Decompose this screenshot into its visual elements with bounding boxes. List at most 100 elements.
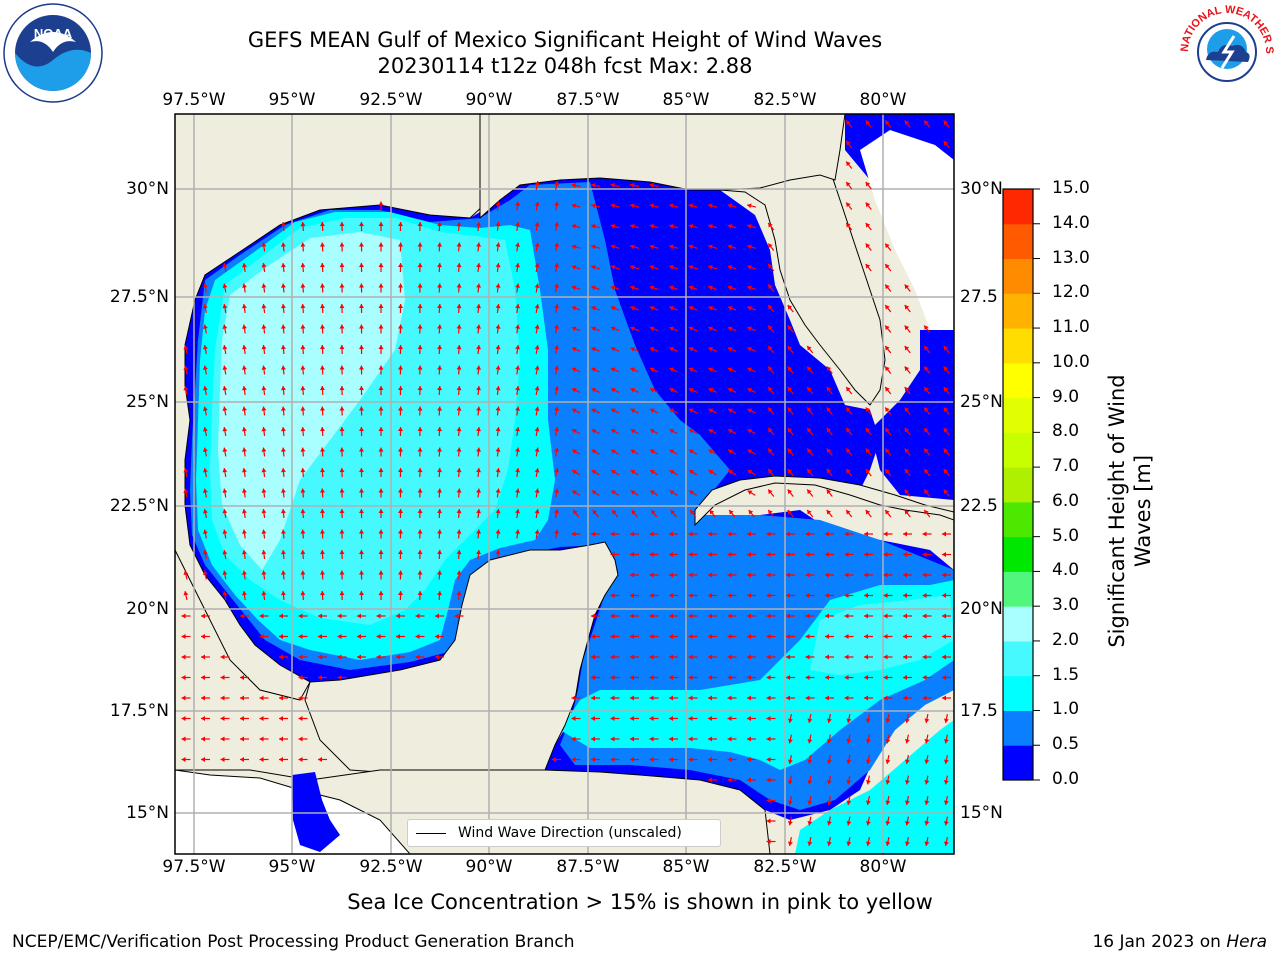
wind-wave-arrow <box>610 634 620 639</box>
wind-wave-arrow <box>630 469 639 476</box>
wind-wave-arrow <box>476 221 482 232</box>
wind-wave-arrow <box>649 716 659 721</box>
wind-wave-arrow <box>202 549 208 560</box>
colorbar-tick-label: 3.0 <box>1052 595 1080 616</box>
wind-wave-arrow <box>922 552 932 557</box>
wind-wave-arrow <box>787 836 793 847</box>
wind-wave-arrow <box>220 736 230 742</box>
wind-wave-arrow <box>747 264 756 270</box>
wind-wave-arrow <box>727 654 737 660</box>
wind-wave-arrow <box>476 467 482 478</box>
wind-wave-arrow <box>378 303 384 314</box>
wind-wave-arrow <box>903 695 912 701</box>
wind-wave-arrow <box>202 303 208 314</box>
wind-wave-arrow <box>806 489 814 497</box>
wind-wave-arrow <box>201 695 210 701</box>
wind-wave-arrow <box>630 531 639 537</box>
wind-wave-arrow <box>826 795 832 806</box>
wind-wave-arrow <box>240 695 249 701</box>
wind-wave-arrow <box>844 634 854 639</box>
wind-wave-arrow <box>398 303 404 314</box>
lon-label-bottom: 97.5°W <box>162 857 226 877</box>
wind-wave-arrow <box>222 303 228 314</box>
wind-wave-arrow <box>241 488 247 498</box>
wind-wave-arrow <box>942 634 951 639</box>
wind-wave-arrow <box>318 634 327 639</box>
footer-date-text: 16 Jan 2023 on <box>1092 932 1221 952</box>
wind-wave-arrow <box>298 675 308 680</box>
wind-wave-arrow <box>708 223 717 229</box>
wind-wave-arrow <box>708 367 717 373</box>
wind-wave-arrow <box>766 777 776 783</box>
wind-wave-arrow <box>300 447 306 457</box>
wind-wave-arrow <box>806 407 814 415</box>
wind-wave-arrow <box>923 427 931 436</box>
wind-wave-arrow <box>181 695 191 701</box>
wind-wave-arrow <box>398 467 404 478</box>
wind-wave-arrow <box>669 757 678 762</box>
wind-wave-arrow <box>240 613 249 619</box>
wind-wave-arrow <box>495 262 501 273</box>
wind-wave-arrow <box>261 324 267 334</box>
wind-wave-arrow <box>846 734 852 744</box>
wind-wave-arrow <box>922 695 932 701</box>
wind-wave-arrow <box>495 426 501 437</box>
wind-wave-arrow <box>708 695 717 701</box>
wind-wave-arrow <box>668 203 679 209</box>
wind-wave-arrow <box>884 263 892 272</box>
wind-wave-arrow <box>630 367 639 373</box>
wind-wave-arrow <box>825 695 834 701</box>
wind-wave-arrow <box>669 264 678 270</box>
wind-wave-arrow <box>261 488 267 498</box>
wind-wave-arrow <box>222 406 228 416</box>
wind-wave-arrow <box>222 549 228 560</box>
wind-wave-arrow <box>883 572 893 578</box>
colorbar-segment <box>1003 362 1033 399</box>
wind-wave-arrow <box>591 223 600 229</box>
wind-wave-arrow <box>688 203 698 209</box>
wind-wave-arrow <box>688 449 698 455</box>
colorbar-tick-label: 2.0 <box>1052 629 1080 650</box>
wind-wave-arrow <box>884 284 892 292</box>
wind-wave-arrow <box>807 775 813 785</box>
wind-wave-arrow <box>630 490 639 496</box>
wind-wave-arrow <box>456 426 462 437</box>
wind-wave-arrow <box>495 201 501 211</box>
wind-wave-arrow <box>339 508 345 519</box>
wind-wave-arrow <box>826 386 833 395</box>
lat-label-left: 17.5°N <box>109 701 169 721</box>
wind-wave-arrow <box>437 570 443 580</box>
wind-wave-arrow <box>319 344 325 355</box>
wind-wave-arrow <box>630 347 639 352</box>
wind-wave-arrow <box>844 531 854 537</box>
wind-wave-arrow <box>629 203 640 209</box>
wind-wave-arrow <box>476 365 482 375</box>
wind-wave-arrow <box>437 529 443 539</box>
wind-wave-arrow <box>727 326 737 332</box>
wind-wave-arrow <box>865 468 872 477</box>
noaa-logo: NOAA <box>3 3 103 103</box>
lon-label-bottom: 90°W <box>465 857 513 877</box>
wind-wave-arrow <box>183 365 189 375</box>
wind-wave-arrow <box>181 757 191 762</box>
wind-wave-arrow <box>649 449 659 455</box>
colorbar-segment <box>1003 710 1033 746</box>
lat-label-left: 27.5°N <box>109 287 169 307</box>
wind-wave-arrow <box>534 488 540 498</box>
wind-wave-arrow <box>298 634 308 639</box>
wind-wave-arrow <box>339 549 345 560</box>
wind-wave-arrow <box>358 262 364 273</box>
wind-wave-arrow <box>590 182 601 188</box>
wind-wave-arrow <box>261 467 267 478</box>
wind-wave-arrow <box>942 593 951 598</box>
wind-wave-arrow <box>688 285 698 291</box>
noaa-logo-text: NOAA <box>34 26 73 41</box>
wind-wave-arrow <box>456 529 462 539</box>
wind-wave-arrow <box>220 757 230 762</box>
colorbar-tick-label: 5.0 <box>1052 525 1080 546</box>
wind-wave-arrow <box>825 634 834 639</box>
wind-wave-arrow <box>571 695 581 701</box>
wind-wave-arrow <box>766 593 776 598</box>
wind-wave-arrow <box>279 654 288 660</box>
wind-wave-arrow <box>300 570 306 580</box>
